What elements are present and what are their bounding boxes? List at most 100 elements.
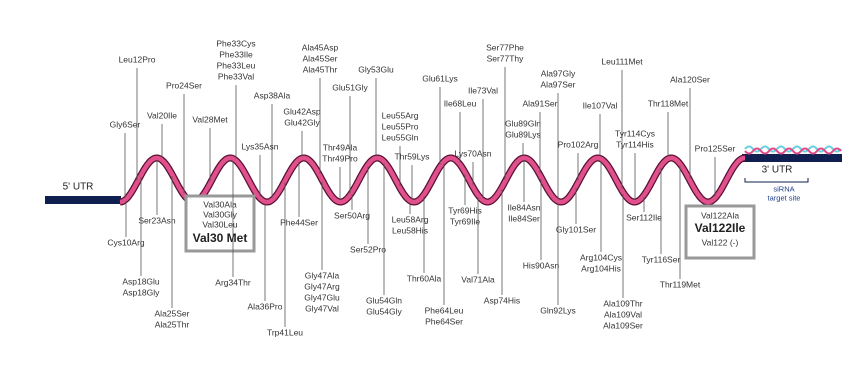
mutation-label: Asp18Gly [123,287,161,297]
utr3-bar [742,154,842,162]
box-line: Val30Ala [203,199,237,209]
mutation-label: Thr59Lys [394,151,429,161]
mutation-label: Leu55Pro [382,121,419,131]
mutation-label: Val28Met [192,114,228,124]
mutation-label: Phe33Ile [219,49,253,59]
mutation-label: Glu51Gly [332,82,368,92]
mutation-label: Ala109Val [604,309,642,319]
mutation-label: Ala109Thr [603,298,642,308]
mutation-label: Phe64Leu [425,305,464,315]
mutation-label: Gly47Val [305,303,339,313]
mutation-label: Val71Ala [461,274,495,284]
mutation-label: Ser112Ile [626,212,662,222]
mutation-label: Gly6Ser [110,119,141,129]
mutation-label: Ile68Leu [444,98,477,108]
box-line: Val30Gly [203,209,238,219]
mutation-label: Phe33Cys [216,38,255,48]
mutation-label: Ile84Asn [507,202,540,212]
mutation-label: Lys35Asn [241,141,278,151]
box [184,194,256,253]
mutation-label: Trp41Leu [267,327,303,337]
labels: Leu12Pro Gly6Ser Val20Ile Pro24Ser Val28Met P… [107,38,735,337]
sirna-bracket [744,178,809,183]
mutation-label: Phe33Leu [217,60,256,70]
mutation-label: Ala25Thr [155,319,190,329]
box-main: Val122Ile [695,221,746,235]
mutation-label: Ser77Phe [486,42,524,52]
mutation-label: Pro102Arg [558,139,599,149]
mutation-label: Gly47Glu [304,292,340,302]
mutation-label: Thr118Met [648,98,689,108]
mutation-label: Asp38Ala [254,90,291,100]
box-line: Val122 (-) [702,237,739,247]
mutation-label: Phe44Ser [280,217,318,227]
mutation-label: Ala45Thr [303,64,338,74]
mutation-label: Tyr116Ser [642,254,681,264]
mutation-label: Pro24Ser [166,80,202,90]
mutation-label: Leu55Arg [382,110,419,120]
mutation-label: Leu58Arg [392,214,429,224]
mutation-label: Glu61Lys [422,73,458,83]
mutation-label: Phe33Val [218,71,254,81]
mutation-label: Ser77Thy [487,53,525,63]
mutation-label: Phe64Ser [425,316,463,326]
mutation-label: Ala120Ser [670,74,710,84]
mutation-label: Gly101Ser [556,224,596,234]
helix [119,155,745,205]
utr5-label: 5' UTR [63,181,94,192]
mutation-label: Leu111Met [601,56,643,66]
mutation-label: Arg104His [581,263,621,273]
mutation-label: Ala36Pro [248,301,283,311]
mutation-label: Ala91Ser [523,98,558,108]
mutation-label: Tyr69His [448,205,482,215]
mutation-label: Thr49Ala [323,142,358,152]
mutation-label: Lys70Asn [454,148,491,158]
mutation-label: Glu54Gly [366,306,402,316]
mutation-label: Ser50Arg [334,210,370,220]
mutation-label: Gly47Ala [305,270,340,280]
mutation-label: Arg104Cys [580,252,622,262]
mutation-label: Cys10Arg [107,237,145,247]
mutation-label: Glu89Lys [505,129,541,139]
box-line: Val122Ala [701,210,739,220]
mutation-label: Ile107Val [583,100,618,110]
mutation-label: Arg34Thr [215,277,251,287]
mutation-label: Gly53Glu [358,64,394,74]
mutation-label: Ala109Ser [603,320,643,330]
mutation-label: Gly47Arg [304,281,340,291]
mutation-label: Ala97Ser [541,79,576,89]
mutation-label: Leu58His [392,225,428,235]
mutation-label: Val20Ile [147,110,177,120]
mutation-label: Thr49Pro [322,153,358,163]
box [684,204,756,260]
sirna-strand [744,147,842,155]
mutation-label: His90Asn [523,260,560,270]
mutation-label: Ala97Gly [541,68,576,78]
mutation-label: Pro125Ser [695,143,736,153]
mutation-label: Thr60Ala [407,273,442,283]
box-main: Val30 Met [193,231,248,245]
box-line: Val30Leu [202,219,238,229]
mutation-label: Tyr69Ile [450,216,481,226]
utr3-label: 3' UTR [762,164,793,175]
mutation-label: Ser23Asn [138,215,176,225]
mutation-label: Tyr114Cys [615,128,655,138]
mutation-label: Tyr114His [616,139,654,149]
mutation-label: Asp18Glu [122,276,160,286]
mutation-label: Glu89Gln [505,118,541,128]
sirna-label: target site [768,194,801,203]
sirna-label: siRNA [773,185,794,194]
mutation-label: Gln92Lys [540,305,576,315]
sirna-strand [744,145,842,153]
mutation-label: Leu12Pro [119,54,156,64]
utr5-bar [45,196,121,204]
mutation-label: Ala45Ser [303,53,338,63]
mutation-label: Ile84Ser [508,213,540,223]
mutation-label: Glu54Gln [366,295,402,305]
mutation-label: Ala25Ser [155,308,190,318]
mutation-label: Ser52Pro [350,244,386,254]
mutation-label: Glu42Asp [283,106,321,116]
mutation-label: Thr119Met [660,279,701,289]
mutation-label: Glu42Gly [284,117,320,127]
